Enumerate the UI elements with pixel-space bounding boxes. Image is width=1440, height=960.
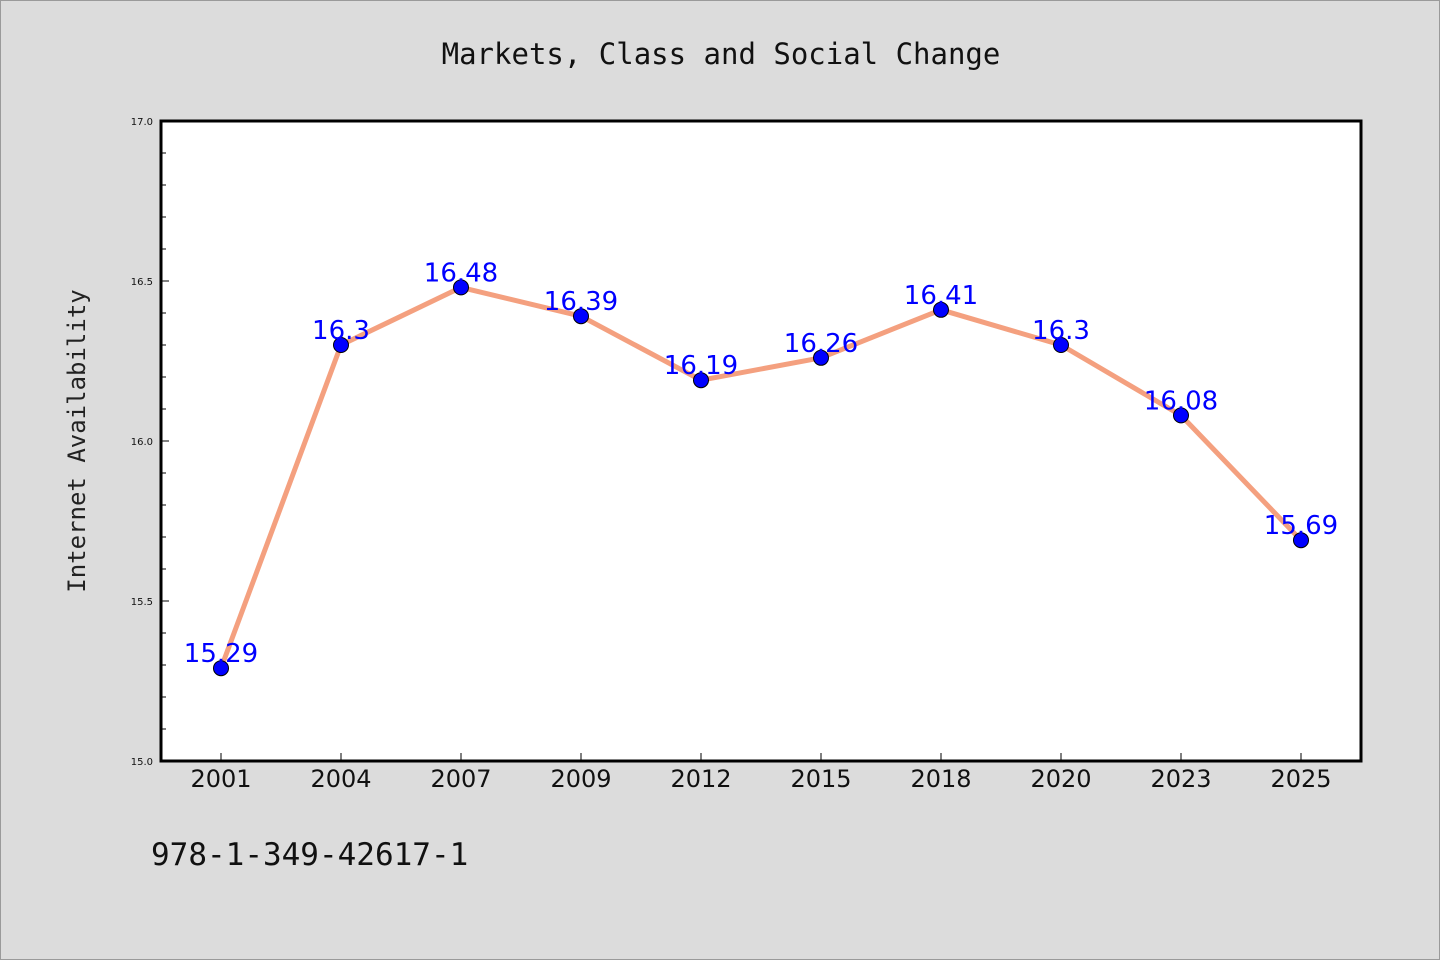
x-axis-ticks: 2001 2004 2007 2009 2012 2015 2018 2020 2023 2025 xyxy=(190,753,1332,793)
data-label: 16.3 xyxy=(312,316,370,346)
y-axis-title: Internet Availability xyxy=(63,289,91,592)
x-tick-label: 2009 xyxy=(550,765,611,793)
y-tick-label: 16.5 xyxy=(131,277,153,288)
plot-area xyxy=(161,121,1361,761)
x-tick-label: 2018 xyxy=(910,765,971,793)
data-label: 15.69 xyxy=(1264,511,1338,541)
data-point xyxy=(1293,532,1309,549)
x-tick-label: 2007 xyxy=(430,765,491,793)
x-tick-label: 2020 xyxy=(1030,765,1091,793)
y-tick-label: 16.0 xyxy=(131,437,153,448)
data-labels: 15.29 16.3 16.48 16.39 16.19 16.26 16.41 16.3 16… xyxy=(184,258,1338,669)
data-label: 16.39 xyxy=(544,287,618,317)
data-label: 16.26 xyxy=(784,329,858,359)
data-point xyxy=(693,372,709,389)
data-label: 16.48 xyxy=(424,258,498,288)
series-line-group xyxy=(218,284,1304,671)
chart-title: Markets, Class and Social Change xyxy=(442,37,1001,71)
y-tick-label: 15.0 xyxy=(131,757,153,768)
series-line xyxy=(218,284,1304,671)
data-point xyxy=(213,660,229,677)
plot-frame xyxy=(159,119,1363,763)
x-tick-label: 2025 xyxy=(1270,765,1331,793)
footer-code: 978-1-349-42617-1 xyxy=(151,837,468,873)
data-point xyxy=(573,308,589,325)
y-tick-label: 17.0 xyxy=(131,117,153,128)
data-label: 15.29 xyxy=(184,639,258,669)
x-tick-label: 2012 xyxy=(670,765,731,793)
data-point xyxy=(1053,337,1069,353)
data-point xyxy=(1173,407,1189,424)
x-tick-label: 2001 xyxy=(190,765,251,793)
data-point xyxy=(333,337,349,353)
x-tick-label: 2023 xyxy=(1150,765,1211,793)
y-tick-label: 15.5 xyxy=(131,597,153,608)
data-point xyxy=(933,301,949,318)
data-label: 16.3 xyxy=(1032,316,1090,346)
data-label: 16.41 xyxy=(904,281,978,311)
data-markers xyxy=(213,279,1309,677)
y-axis-title-group: Internet Availability xyxy=(63,289,91,592)
data-point xyxy=(813,349,829,366)
x-tick-label: 2004 xyxy=(310,765,371,793)
data-label: 16.19 xyxy=(664,351,738,381)
data-point xyxy=(453,279,469,296)
x-tick-label: 2015 xyxy=(790,765,851,793)
data-label: 16.08 xyxy=(1144,386,1218,416)
